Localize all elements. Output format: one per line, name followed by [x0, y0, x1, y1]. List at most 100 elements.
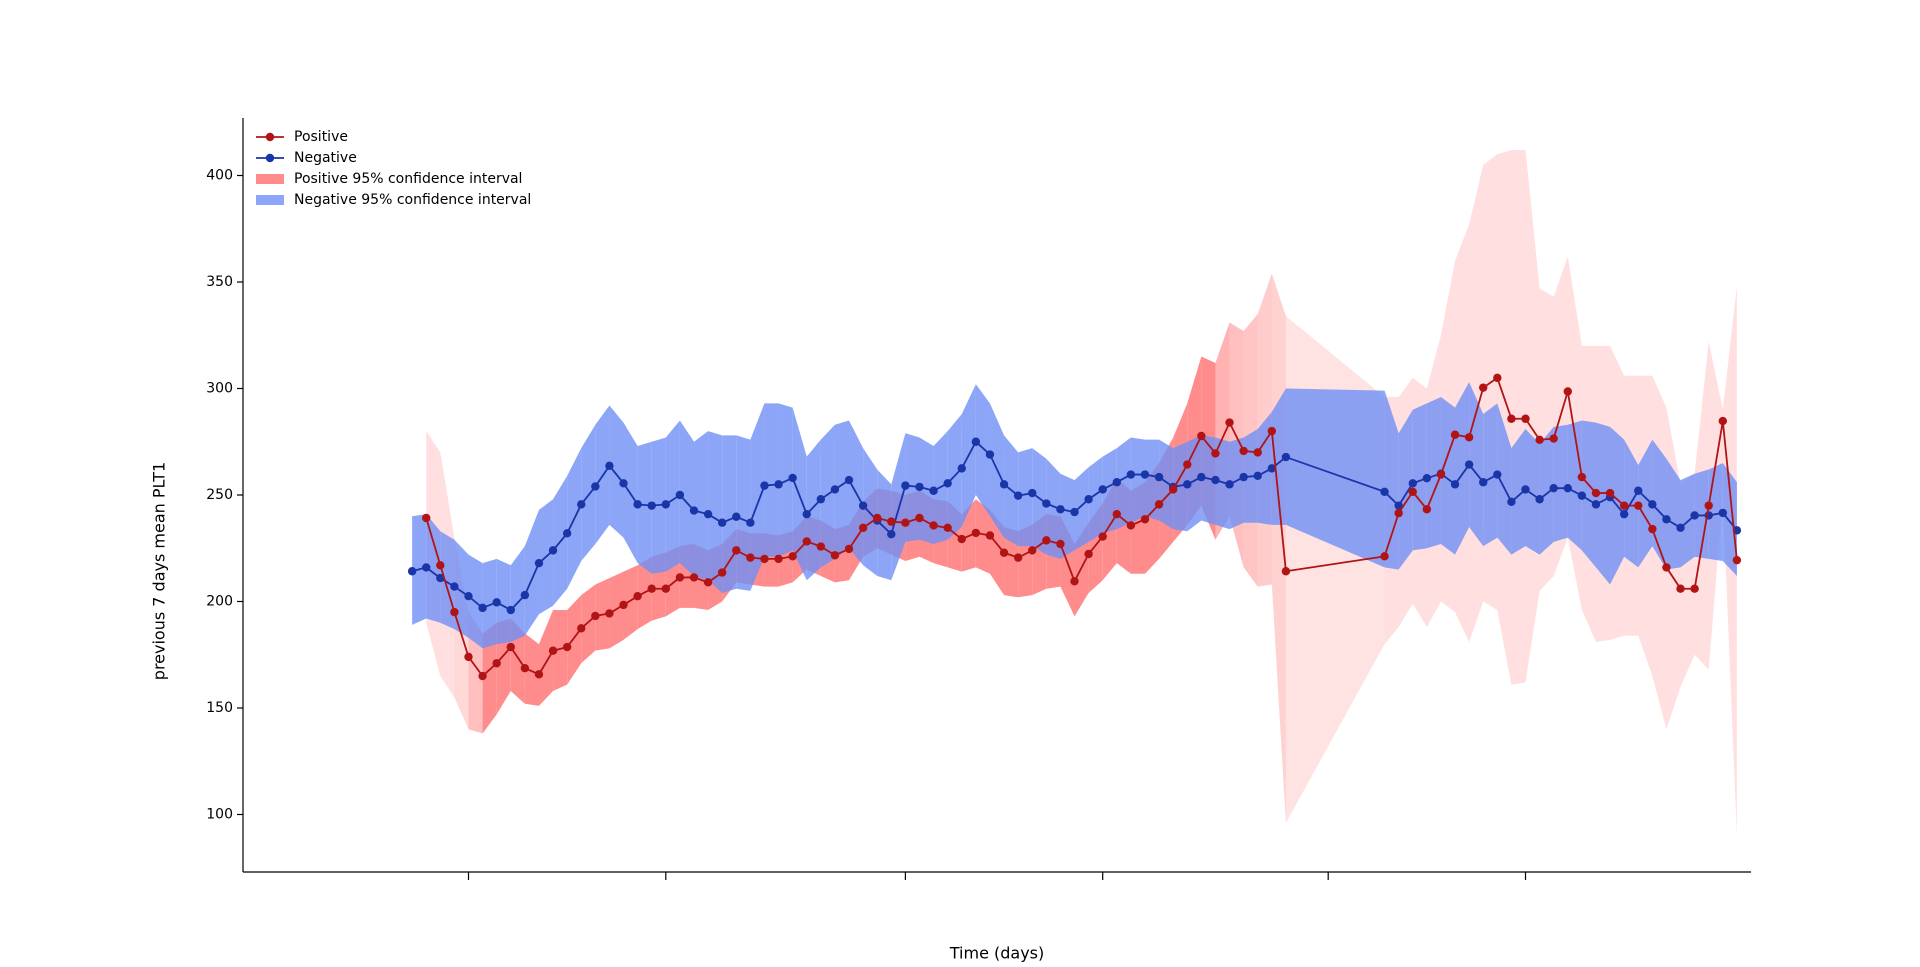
- confidence-band: [1595, 422, 1611, 585]
- series-marker: [1183, 460, 1192, 469]
- confidence-band: [975, 384, 990, 517]
- series-marker: [1394, 501, 1403, 510]
- confidence-band: [1553, 424, 1568, 542]
- series-marker: [732, 512, 741, 521]
- legend-label: Positive: [294, 129, 348, 145]
- series-marker: [1493, 470, 1502, 479]
- confidence-band: [693, 431, 709, 581]
- series-marker: [1591, 500, 1601, 509]
- series-marker: [802, 537, 811, 546]
- series-marker: [1380, 487, 1389, 497]
- legend-swatch: [256, 174, 284, 184]
- series-marker: [619, 479, 628, 488]
- series-marker: [675, 573, 685, 582]
- confidence-band: [1497, 403, 1512, 555]
- series-marker: [985, 450, 995, 459]
- series-marker: [591, 482, 600, 491]
- series-marker: [1422, 505, 1432, 514]
- confidence-band: [708, 431, 723, 593]
- series-marker: [858, 523, 868, 533]
- confidence-band: [1215, 437, 1230, 530]
- confidence-band: [524, 509, 539, 636]
- series-marker: [929, 521, 938, 530]
- series-marker: [492, 598, 501, 607]
- series-marker: [506, 642, 515, 652]
- legend-marker: [265, 153, 275, 163]
- series-marker: [844, 475, 854, 485]
- series-marker: [464, 591, 473, 601]
- series-marker: [1408, 487, 1417, 497]
- confidence-band: [1004, 526, 1019, 598]
- y-tick-label: 250: [206, 487, 233, 503]
- confidence-band: [1201, 435, 1216, 525]
- series-marker: [1634, 501, 1643, 510]
- confidence-band: [1130, 437, 1145, 523]
- series-marker: [999, 548, 1009, 557]
- y-tick-label: 200: [206, 593, 233, 609]
- series-marker: [1098, 532, 1107, 541]
- confidence-band: [1271, 388, 1286, 525]
- series-line: [425, 376, 1738, 678]
- series-marker: [1619, 501, 1629, 510]
- series-marker: [436, 561, 445, 570]
- series-marker: [703, 509, 713, 519]
- y-tick-label: 100: [206, 806, 233, 822]
- series-marker: [1549, 483, 1558, 493]
- series-marker: [1634, 486, 1643, 495]
- series-marker: [605, 461, 614, 471]
- confidence-band: [905, 433, 920, 542]
- confidence-band: [1722, 463, 1737, 576]
- y-axis-label: previous 7 days mean PLT1: [150, 462, 169, 680]
- series-marker: [633, 500, 642, 509]
- series-marker: [689, 506, 699, 515]
- legend: Positive Negative Positive 95% confidence …: [256, 129, 531, 208]
- confidence-band: [820, 424, 835, 568]
- series-marker: [577, 500, 586, 509]
- series-marker: [520, 663, 530, 673]
- series-marker: [478, 671, 487, 681]
- series-marker: [1507, 497, 1516, 507]
- series-marker: [407, 567, 417, 576]
- series-marker: [816, 495, 826, 504]
- series-marker: [1521, 485, 1530, 494]
- confidence-band: [623, 565, 638, 640]
- confidence-band: [1694, 469, 1709, 559]
- series-marker: [717, 518, 727, 527]
- series-marker: [971, 528, 981, 538]
- series-marker: [1648, 524, 1657, 534]
- series-marker: [999, 480, 1009, 489]
- series-marker: [873, 513, 882, 523]
- series-marker: [943, 479, 952, 488]
- series-marker: [1056, 505, 1065, 514]
- series-marker: [1197, 431, 1206, 441]
- series-marker: [1239, 472, 1248, 482]
- y-tick-label: 150: [206, 700, 233, 716]
- series-marker: [830, 485, 840, 494]
- series-marker: [689, 573, 699, 582]
- series-marker: [1281, 452, 1291, 462]
- series-marker: [534, 558, 544, 568]
- series-marker: [1013, 553, 1023, 562]
- series-marker: [1662, 515, 1671, 524]
- confidence-band: [1285, 388, 1385, 568]
- confidence-band: [665, 420, 680, 572]
- series-marker: [548, 546, 558, 555]
- confidence-band: [1539, 426, 1554, 555]
- series-marker: [802, 509, 811, 519]
- series-marker: [1253, 448, 1262, 457]
- series-marker: [1042, 536, 1051, 545]
- confidence-band: [637, 441, 652, 574]
- series-marker: [1168, 485, 1178, 494]
- series-marker: [1211, 449, 1220, 458]
- confidence-band: [1116, 437, 1131, 530]
- confidence-band: [778, 403, 793, 557]
- confidence-band: [1638, 439, 1653, 568]
- series-marker: [760, 481, 769, 490]
- series-marker: [619, 600, 628, 610]
- series-marker: [633, 591, 642, 601]
- confidence-band: [1398, 409, 1413, 570]
- series-marker: [1450, 480, 1460, 489]
- series-marker: [858, 501, 868, 510]
- series-marker: [1197, 472, 1206, 482]
